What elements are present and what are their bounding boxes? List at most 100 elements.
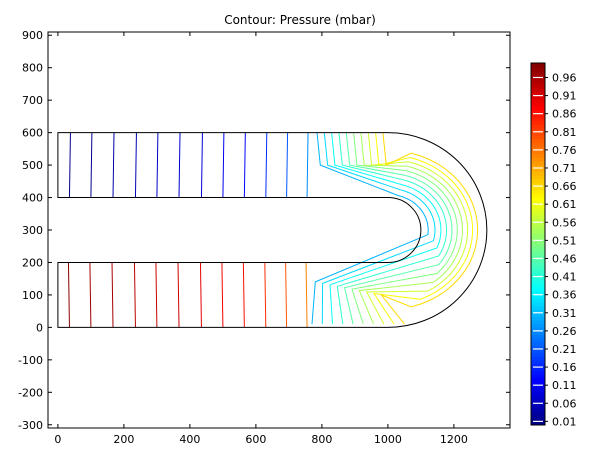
contour-line-bend — [379, 132, 479, 325]
colorbar-tick-label: 0.66 — [552, 180, 577, 193]
colorbar-segment — [531, 63, 545, 68]
colorbar-segment — [531, 124, 545, 129]
contour-lines — [67, 132, 479, 328]
y-tick-label: 900 — [22, 29, 43, 42]
y-tick-label: 100 — [22, 289, 43, 302]
chart-title: Contour: Pressure (mbar) — [224, 13, 376, 27]
colorbar-segment — [531, 167, 545, 173]
colorbar-segment — [531, 385, 545, 390]
colorbar-segment — [531, 283, 545, 288]
contour-line-upper — [265, 132, 268, 198]
colorbar-segment — [531, 164, 545, 169]
colorbar-segment — [531, 95, 545, 100]
colorbar-segment — [531, 211, 545, 216]
contour-line-upper — [178, 132, 181, 198]
colorbar-segment — [531, 327, 545, 332]
colorbar-segment — [531, 106, 545, 111]
contour-line-lower — [177, 262, 180, 328]
colorbar-segment — [531, 294, 545, 299]
colorbar-segment — [531, 262, 545, 267]
x-tick-label: 1200 — [440, 433, 468, 446]
colorbar-segment — [531, 341, 545, 346]
contour-line-bend — [365, 132, 469, 325]
colorbar-segment — [531, 175, 545, 180]
colorbar-segment — [531, 207, 545, 212]
contour-line-lower — [133, 262, 136, 328]
colorbar-segment — [531, 392, 545, 397]
colorbar-segment — [531, 77, 545, 82]
contour-line-lower — [305, 262, 308, 328]
y-tick-label: 400 — [22, 192, 43, 205]
contour-line-bend — [321, 132, 436, 325]
colorbar-segment — [531, 330, 545, 335]
contour-line-upper — [286, 132, 289, 198]
y-tick-label: 500 — [22, 159, 43, 172]
colorbar-tick-label: 0.06 — [552, 397, 577, 410]
colorbar-segment — [531, 396, 545, 401]
y-tick-label: 200 — [22, 256, 43, 269]
x-axis: 0 200 400 600 800 1000 1200 — [54, 32, 468, 446]
colorbar-tick-label: 0.26 — [552, 325, 577, 338]
x-tick-label: 800 — [311, 433, 332, 446]
contour-line-lower — [199, 262, 202, 328]
colorbar-segment — [531, 139, 545, 144]
colorbar-segment — [531, 265, 545, 270]
colorbar-segment — [531, 244, 545, 249]
colorbar-segment — [531, 91, 545, 97]
contour-line-lower — [285, 262, 288, 328]
colorbar-segment — [531, 204, 545, 209]
colorbar-tick-label: 0.21 — [552, 343, 577, 356]
colorbar-segment — [531, 276, 545, 281]
colorbar-tick-label: 0.31 — [552, 307, 577, 320]
colorbar-segment — [531, 84, 545, 89]
colorbar-tick-label: 0.71 — [552, 162, 577, 175]
colorbar-segment — [531, 403, 545, 408]
x-tick-label: 400 — [179, 433, 200, 446]
y-tick-label: 600 — [22, 127, 43, 140]
colorbar-segment — [531, 135, 545, 140]
channel-outline — [57, 132, 488, 328]
colorbar-segment — [531, 222, 545, 227]
y-axis: -300 -200 -100 0 100 200 300 400 500 600 700 800 900 — [18, 29, 510, 432]
colorbar-segment — [531, 99, 545, 104]
x-tick-label: 1000 — [374, 433, 402, 446]
colorbar-segment — [531, 280, 545, 285]
colorbar-segment — [531, 309, 545, 314]
contour-line-upper — [134, 132, 137, 198]
colorbar-segment — [531, 229, 545, 234]
colorbar-segment — [531, 320, 545, 325]
colorbar-segment — [531, 370, 545, 375]
contour-line-bend — [351, 132, 458, 325]
colorbar-tick-label: 0.46 — [552, 252, 577, 265]
y-tick-label: -300 — [18, 419, 43, 432]
contour-line-bend — [372, 132, 474, 325]
colorbar-segment — [531, 189, 545, 194]
colorbar-segment — [531, 186, 545, 191]
colorbar-segment — [531, 146, 545, 151]
colorbar-segment — [531, 153, 545, 158]
colorbar-segment — [531, 157, 545, 162]
colorbar-segment — [531, 120, 545, 126]
colorbar-segment — [531, 171, 545, 176]
colorbar-segment — [531, 128, 545, 133]
colorbar-segment — [531, 363, 545, 368]
colorbar-segment — [531, 298, 545, 303]
contour-line-bend — [358, 132, 464, 325]
colorbar-segment — [531, 117, 545, 122]
y-tick-label: 800 — [22, 62, 43, 75]
contour-line-upper — [68, 132, 71, 198]
colorbar-segment — [531, 287, 545, 292]
y-tick-label: 700 — [22, 94, 43, 107]
colorbar-tick-label: 0.16 — [552, 361, 577, 374]
colorbar-segment — [531, 225, 545, 231]
colorbar-tick-label: 0.51 — [552, 234, 577, 247]
contour-line-lower — [221, 262, 224, 328]
contour-line-bend — [329, 132, 442, 325]
contour-line-upper — [222, 132, 225, 198]
colorbar-segment — [531, 269, 545, 274]
colorbar-segment — [531, 367, 545, 372]
x-tick-label: 0 — [54, 433, 61, 446]
colorbar-tick-label: 0.91 — [552, 90, 577, 103]
